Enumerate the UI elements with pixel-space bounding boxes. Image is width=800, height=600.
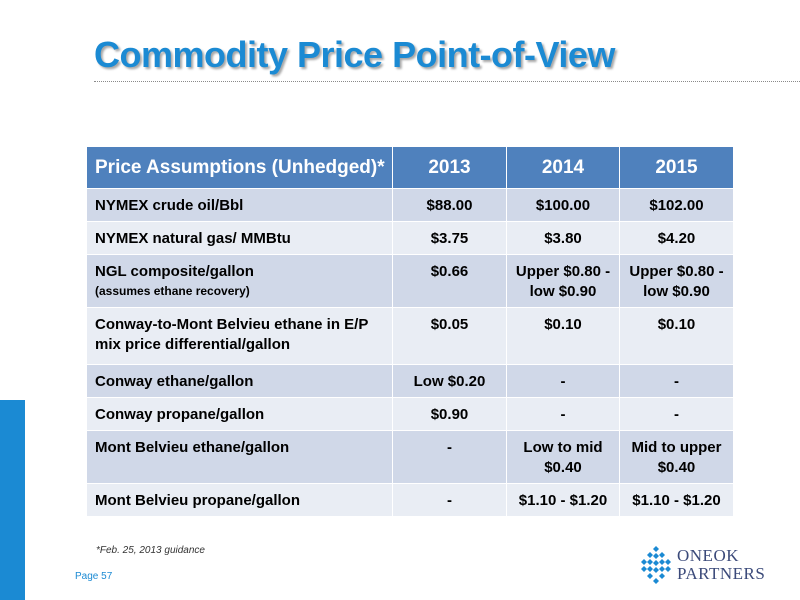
row-label-text: NGL composite/gallon <box>95 263 254 280</box>
table-row: NGL composite/gallon (assumes ethane rec… <box>86 254 734 308</box>
row-label: Conway-to-Mont Belvieu ethane in E/P mix… <box>86 307 393 365</box>
page-number: Page 57 <box>75 571 113 582</box>
table-header-row: Price Assumptions (Unhedged)* 2013 2014 … <box>86 146 734 189</box>
table-row: Conway propane/gallon $0.90 - - <box>86 397 734 431</box>
cell-2013: - <box>392 430 507 484</box>
table-row: NYMEX crude oil/Bbl $88.00 $100.00 $102.… <box>86 188 734 222</box>
cell-2013: $0.90 <box>392 397 507 431</box>
slide-title: Commodity Price Point-of-View <box>94 34 615 75</box>
table-row: NYMEX natural gas/ MMBtu $3.75 $3.80 $4.… <box>86 221 734 255</box>
logo-line-oneok: ONEOK <box>677 546 739 565</box>
cell-2013: $0.66 <box>392 254 507 308</box>
row-label-text: Conway ethane/gallon <box>95 373 254 390</box>
cell-2013: $88.00 <box>392 188 507 222</box>
header-cell-2015: 2015 <box>619 146 734 189</box>
row-label-text: Conway-to-Mont Belvieu ethane in E/P mix… <box>95 316 369 353</box>
row-label-note: (assumes ethane recovery) <box>95 284 250 298</box>
cell-2015: $102.00 <box>619 188 734 222</box>
row-label-text: NYMEX crude oil/Bbl <box>95 197 244 214</box>
cell-2014: $1.10 - $1.20 <box>506 483 620 517</box>
row-label: Conway propane/gallon <box>86 397 393 431</box>
cell-2014: - <box>506 397 620 431</box>
table-row: Mont Belvieu propane/gallon - $1.10 - $1… <box>86 483 734 517</box>
cell-2015: $0.10 <box>619 307 734 365</box>
row-label: Mont Belvieu propane/gallon <box>86 483 393 517</box>
cell-2013: $3.75 <box>392 221 507 255</box>
row-label: NYMEX crude oil/Bbl <box>86 188 393 222</box>
cell-2015: Upper $0.80 - low $0.90 <box>619 254 734 308</box>
row-label-text: Mont Belvieu propane/gallon <box>95 492 301 509</box>
logo-wordmark: ONEOK PARTNERS <box>677 547 765 583</box>
left-accent-bar <box>0 400 25 600</box>
guidance-footnote: *Feb. 25, 2013 guidance <box>96 545 205 556</box>
table-row: Conway ethane/gallon Low $0.20 - - <box>86 364 734 398</box>
row-label: NGL composite/gallon (assumes ethane rec… <box>86 254 393 308</box>
cell-2015: - <box>619 364 734 398</box>
cell-2015: $4.20 <box>619 221 734 255</box>
oneok-partners-logo: ONEOK PARTNERS <box>640 545 780 585</box>
row-label-text: Conway propane/gallon <box>95 406 265 423</box>
cell-2013: Low $0.20 <box>392 364 507 398</box>
cell-2014: $100.00 <box>506 188 620 222</box>
cell-2015: - <box>619 397 734 431</box>
table-row: Mont Belvieu ethane/gallon - Low to mid … <box>86 430 734 484</box>
cell-2014: Upper $0.80 - low $0.90 <box>506 254 620 308</box>
title-divider <box>94 81 800 82</box>
header-cell-assumptions: Price Assumptions (Unhedged)* <box>86 146 393 189</box>
logo-line-partners: PARTNERS <box>677 564 766 583</box>
cell-2015: $1.10 - $1.20 <box>619 483 734 517</box>
table-row: Conway-to-Mont Belvieu ethane in E/P mix… <box>86 307 734 365</box>
cell-2013: - <box>392 483 507 517</box>
row-label: Conway ethane/gallon <box>86 364 393 398</box>
cell-2013: $0.05 <box>392 307 507 365</box>
row-label-text: Mont Belvieu ethane/gallon <box>95 439 290 456</box>
oneok-diamond-icon <box>641 546 671 584</box>
row-label-text: NYMEX natural gas/ MMBtu <box>95 230 291 247</box>
header-cell-2014: 2014 <box>506 146 620 189</box>
cell-2014: - <box>506 364 620 398</box>
cell-2014: Low to mid $0.40 <box>506 430 620 484</box>
price-assumptions-table: Price Assumptions (Unhedged)* 2013 2014 … <box>86 146 734 517</box>
row-label: Mont Belvieu ethane/gallon <box>86 430 393 484</box>
cell-2014: $0.10 <box>506 307 620 365</box>
cell-2014: $3.80 <box>506 221 620 255</box>
header-cell-2013: 2013 <box>392 146 507 189</box>
row-label: NYMEX natural gas/ MMBtu <box>86 221 393 255</box>
cell-2015: Mid to upper $0.40 <box>619 430 734 484</box>
